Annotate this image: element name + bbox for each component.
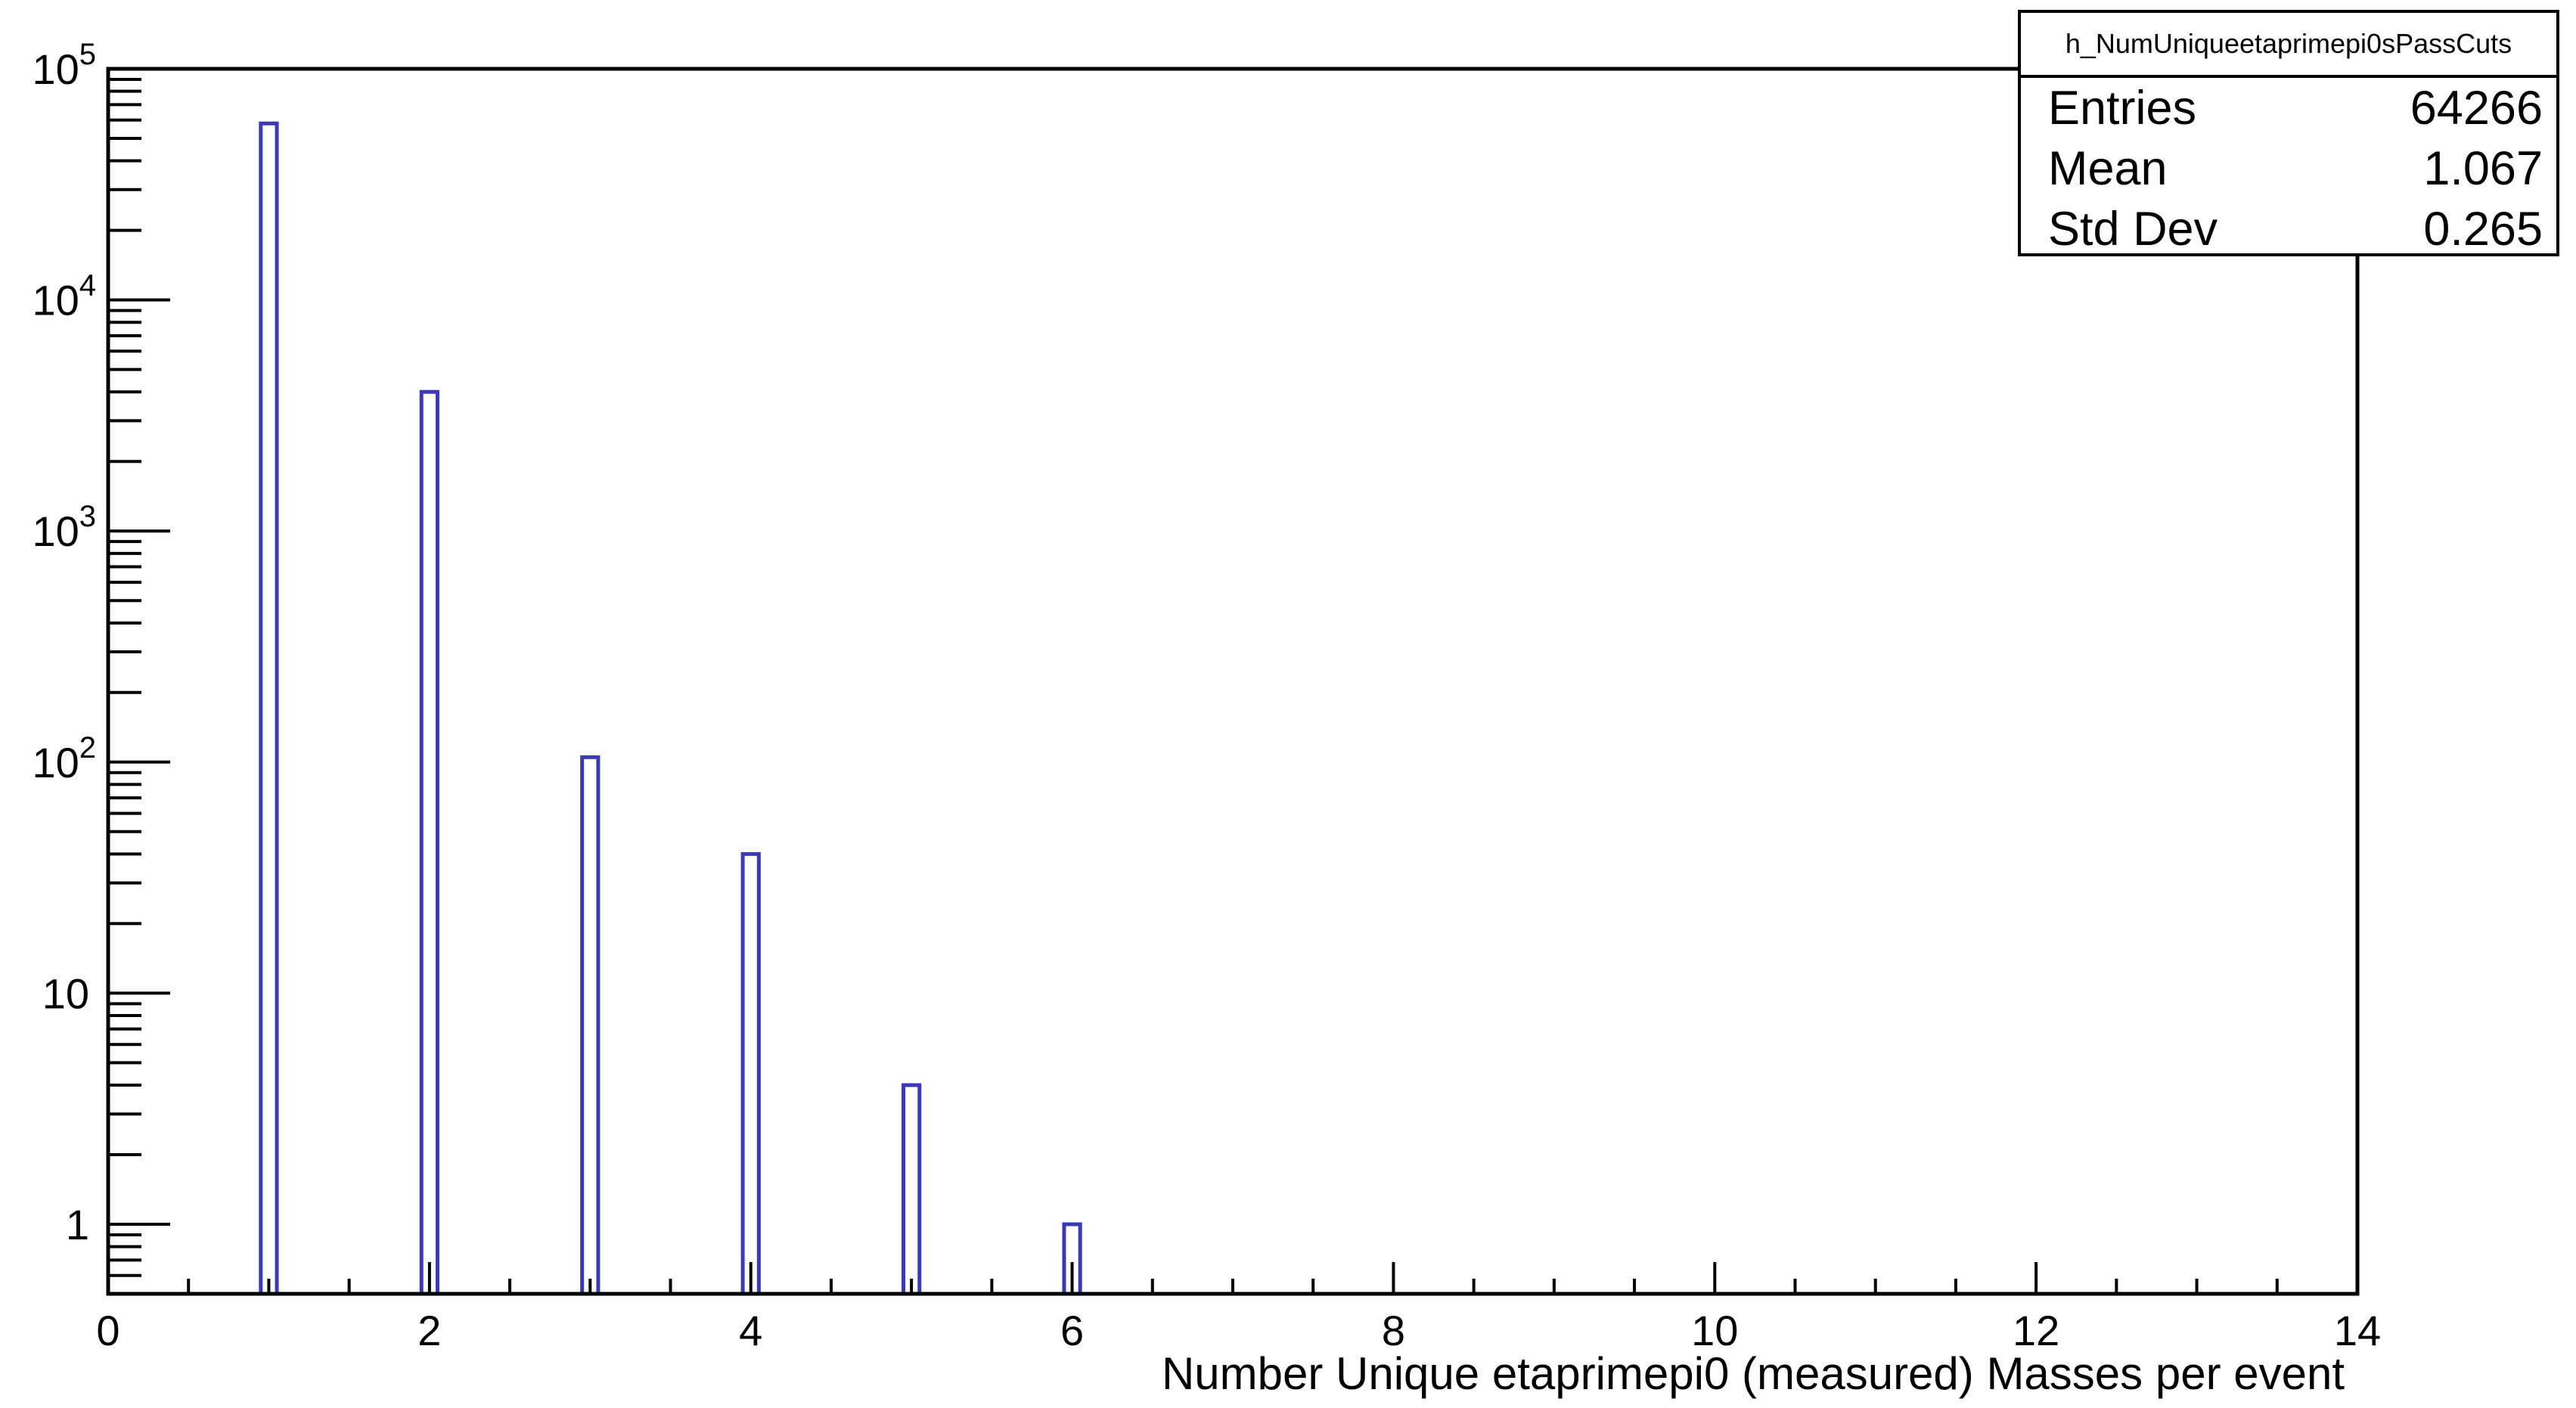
stats-row-mean: Mean 1.067 — [2021, 138, 2556, 199]
stats-mean-label: Mean — [2048, 142, 2168, 195]
stats-histogram-name: h_NumUniqueetaprimepi0sPassCuts — [2021, 13, 2556, 78]
y-tick-label-base: 10 — [32, 277, 79, 324]
x-tick-label-2: 2 — [417, 1307, 441, 1354]
plot-frame — [106, 67, 2360, 1296]
x-tick-label-6: 6 — [1060, 1307, 1084, 1354]
histogram-bar-4 — [740, 851, 761, 1294]
stats-stddev-value: 0.265 — [2423, 203, 2543, 256]
histogram-bar-6 — [1062, 1222, 1082, 1294]
stats-stddev-label: Std Dev — [2048, 203, 2218, 256]
y-tick-label-10^2: 102 — [32, 731, 96, 786]
histogram-bar-2 — [419, 389, 439, 1294]
y-tick-label-exponent: 3 — [79, 500, 96, 533]
x-tick-label-4: 4 — [739, 1307, 762, 1354]
x-tick-label-8: 8 — [1382, 1307, 1405, 1354]
histogram-bar-1 — [259, 121, 279, 1294]
y-tick-label-10^3: 103 — [32, 500, 96, 555]
x-tick-label-12: 12 — [2013, 1307, 2059, 1354]
x-tick-label-0: 0 — [96, 1307, 119, 1354]
stats-entries-value: 64266 — [2410, 82, 2543, 135]
y-tick-label-exponent: 5 — [79, 38, 96, 71]
histogram-bar-5 — [902, 1083, 922, 1294]
y-tick-label-10^4: 104 — [32, 269, 96, 324]
y-tick-label-base: 10 — [32, 45, 79, 93]
stats-row-entries: Entries 64266 — [2021, 78, 2556, 138]
stats-row-stddev: Std Dev 0.265 — [2021, 199, 2556, 259]
x-axis-title: Number Unique etaprimepi0 (measured) Mas… — [1161, 1348, 2345, 1399]
histogram-bars — [259, 121, 1082, 1294]
stats-entries-label: Entries — [2048, 82, 2197, 135]
y-tick-label-10: 10 — [42, 969, 89, 1017]
y-tick-label-base: 10 — [32, 507, 79, 555]
stats-mean-value: 1.067 — [2423, 142, 2543, 195]
y-tick-label-10^5: 105 — [32, 38, 96, 93]
histogram-bar-3 — [580, 755, 601, 1294]
y-tick-label-1: 1 — [66, 1201, 89, 1248]
stats-box: h_NumUniqueetaprimepi0sPassCuts Entries … — [2018, 10, 2559, 256]
y-tick-label-exponent: 4 — [79, 269, 96, 302]
y-tick-label-base: 10 — [32, 739, 79, 786]
y-tick-label-exponent: 2 — [79, 731, 96, 764]
x-tick-label-10: 10 — [1691, 1307, 1738, 1354]
x-tick-label-14: 14 — [2334, 1307, 2381, 1354]
x-axis-ticks: 0 2 4 6 8 10 12 14 — [96, 1262, 2381, 1354]
